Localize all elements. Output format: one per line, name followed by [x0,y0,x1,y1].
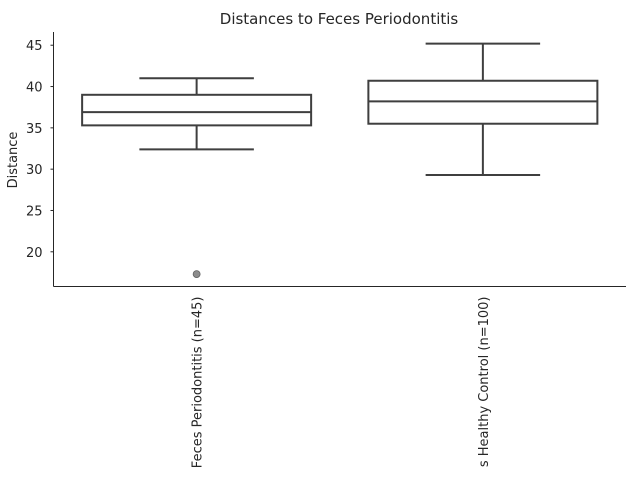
chart-title: Distances to Feces Periodontitis [220,10,459,28]
box-group [367,42,599,176]
y-tick-label: 20 [26,246,43,261]
y-tick-label: 40 [26,81,43,96]
y-tick-labels: 20 25 30 35 40 45 [26,39,54,261]
x-tick-label: s Healthy Control (n=100) [477,297,492,468]
interquartile-box [81,93,313,127]
y-tick-label: 30 [26,163,43,178]
box-series [81,42,599,279]
y-tick-label: 45 [26,39,43,54]
x-tick-labels: Feces Periodontitis (n=45) s Healthy Cont… [191,297,492,469]
x-tick-label: Feces Periodontitis (n=45) [191,297,206,469]
y-axis-label: Distance [6,132,21,189]
y-tick-label: 25 [26,204,43,219]
box-group [81,77,313,279]
outlier-point [192,270,201,279]
y-tick-label: 35 [26,122,43,137]
